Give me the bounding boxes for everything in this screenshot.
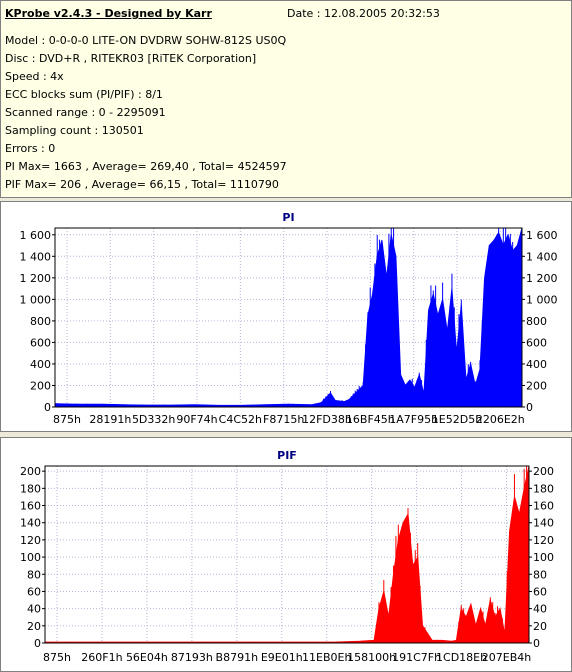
y-tick-label-right: 40 (533, 603, 547, 616)
y-tick-label-right: 200 (526, 379, 547, 392)
range-line: Scanned range : 0 - 2295091 (5, 106, 166, 119)
y-tick-label-left: 140 (20, 517, 41, 530)
pi-stats-line: PI Max= 1663 , Average= 269,40 , Total= … (5, 160, 287, 173)
x-tick-label: 875h (53, 413, 81, 426)
y-tick-label-right: 100 (533, 551, 554, 564)
x-tick-label: 1E52D5h (432, 413, 482, 426)
chart-title: PI (282, 211, 294, 224)
y-tick-label-right: 20 (533, 620, 547, 633)
x-tick-label: E9E01h (261, 651, 303, 664)
y-tick-label-right: 400 (526, 358, 547, 371)
speed-line: Speed : 4x (5, 70, 64, 83)
y-tick-label-left: 200 (20, 465, 41, 478)
x-tick-label: 2206E2h (476, 413, 525, 426)
x-tick-label: 11EB0Eh (302, 651, 351, 664)
y-tick-label-left: 400 (30, 358, 51, 371)
y-tick-label-left: 1 600 (20, 229, 52, 242)
y-tick-label-right: 800 (526, 315, 547, 328)
x-tick-label: 1A7F95h (389, 413, 438, 426)
x-tick-label: 12FD38h (302, 413, 352, 426)
pif-stats-line: PIF Max= 206 , Average= 66,15 , Total= 1… (5, 178, 279, 191)
y-tick-label-left: 20 (27, 620, 41, 633)
plot-frame (54, 227, 523, 408)
x-tick-label: 28191h (89, 413, 131, 426)
y-tick-label-left: 80 (27, 568, 41, 581)
divider (0, 432, 572, 437)
pi-chart: PI 0 0 200 200 400 400 600 600 800 800 1 000 1 000 1 … (20, 211, 558, 426)
y-tick-label-right: 80 (533, 568, 547, 581)
y-tick-label-right: 60 (533, 585, 547, 598)
y-tick-label-right: 600 (526, 336, 547, 349)
disc-line: Disc : DVD+R , RITEKR03 [RiTEK Corporati… (5, 52, 257, 65)
y-tick-label-left: 1 200 (20, 272, 52, 285)
y-tick-label-right: 180 (533, 482, 554, 495)
x-tick-label: F8715h (263, 413, 304, 426)
y-tick-label-right: 120 (533, 534, 554, 547)
y-tick-label-right: 0 (533, 637, 540, 650)
x-tick-label: 87193h (171, 651, 213, 664)
y-tick-label-left: 120 (20, 534, 41, 547)
y-tick-label-right: 140 (533, 517, 554, 530)
y-tick-label-right: 1 600 (526, 229, 558, 242)
x-tick-label: 1CD18Eh (436, 651, 487, 664)
pif-chart: PIF 0 0 20 20 40 40 60 60 80 80 100 100 120 120 140 140 1… (20, 449, 554, 664)
info-panel: KProbe v2.4.3 - Designed by Karr Date : … (0, 0, 572, 198)
chart-title: PIF (277, 449, 297, 462)
x-tick-label: 90F74h (176, 413, 217, 426)
y-tick-label-left: 0 (34, 637, 41, 650)
app-title: KProbe v2.4.3 - Designed by Karr (5, 7, 212, 20)
y-tick-label-left: 1 400 (20, 250, 52, 263)
pi-chart-panel: PI 0 0 200 200 400 400 600 600 800 800 1 000 1 000 1 … (0, 201, 572, 432)
x-tick-label: 260F1h (81, 651, 122, 664)
y-tick-label-left: 1 000 (20, 293, 52, 306)
y-tick-label-left: 60 (27, 585, 41, 598)
x-tick-label: 207EB4h (482, 651, 531, 664)
plot-frame (44, 465, 530, 644)
x-tick-label: 56E04h (126, 651, 168, 664)
y-tick-label-right: 1 400 (526, 250, 558, 263)
x-tick-label: 16BF45h (346, 413, 395, 426)
y-tick-label-left: 100 (20, 551, 41, 564)
y-tick-label-left: 160 (20, 500, 41, 513)
y-tick-label-left: 40 (27, 603, 41, 616)
y-tick-label-left: 0 (44, 401, 51, 414)
y-tick-label-right: 1 000 (526, 293, 558, 306)
y-tick-label-right: 1 200 (526, 272, 558, 285)
y-tick-label-right: 0 (526, 401, 533, 414)
y-tick-label-left: 200 (30, 379, 51, 392)
x-tick-label: 875h (43, 651, 71, 664)
scan-date: Date : 12.08.2005 20:32:53 (287, 7, 440, 20)
y-tick-label-right: 160 (533, 500, 554, 513)
ecc-line: ECC blocks sum (PI/PIF) : 8/1 (5, 88, 163, 101)
plot-area (44, 465, 530, 644)
errors-line: Errors : 0 (5, 142, 56, 155)
divider (0, 198, 572, 201)
x-tick-label: 191C7Fh (392, 651, 441, 664)
y-tick-label-right: 200 (533, 465, 554, 478)
y-tick-label-left: 800 (30, 315, 51, 328)
x-tick-label: B8791h (216, 651, 259, 664)
x-tick-label: 5D332h (132, 413, 175, 426)
x-tick-label: C4C52h (219, 413, 262, 426)
pif-chart-panel: PIF 0 0 20 20 40 40 60 60 80 80 100 100 120 120 140 140 1… (0, 437, 572, 672)
sampling-line: Sampling count : 130501 (5, 124, 144, 137)
y-tick-label-left: 180 (20, 482, 41, 495)
x-tick-label: 158100h (347, 651, 396, 664)
y-tick-label-left: 600 (30, 336, 51, 349)
model-line: Model : 0-0-0-0 LITE-ON DVDRW SOHW-812S … (5, 34, 287, 47)
